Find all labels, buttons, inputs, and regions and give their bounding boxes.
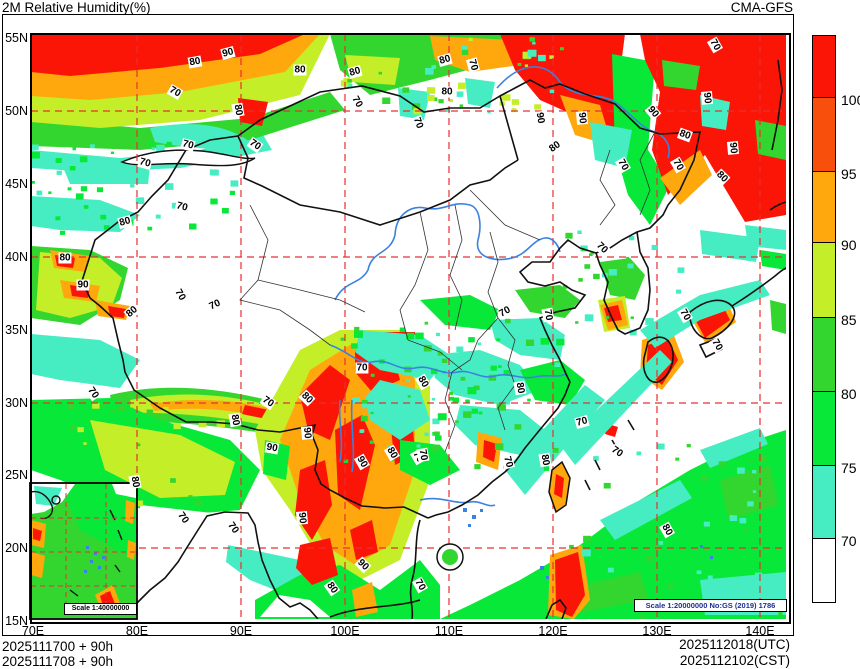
- contour-label: 90: [295, 510, 309, 526]
- contour-label: 80: [293, 64, 307, 76]
- x-tick-label: 120E: [538, 624, 568, 638]
- init-time-utc: 2025111700 + 90h: [2, 639, 113, 654]
- colorbar-boundary-label: 90: [841, 237, 857, 253]
- contour-label: 70: [355, 362, 369, 374]
- contour-label: 90: [575, 110, 589, 126]
- y-tick-label: 15N: [5, 614, 28, 628]
- colorbar-segment: [812, 97, 836, 172]
- map-scale-label: Scale 1:20000000 No:GS (2019) 1786: [634, 599, 787, 612]
- contour-label: 90: [264, 441, 280, 455]
- contour-label: 90: [700, 90, 714, 106]
- contour-label: 80: [440, 86, 454, 98]
- colorbar-boundary-label: 95: [841, 165, 857, 182]
- map-title: 2M Relative Humidity(%): [2, 0, 151, 15]
- colorbar-boundary-label: 70: [841, 533, 857, 549]
- model-name: CMA-GFS: [730, 0, 793, 15]
- y-tick-label: 45N: [5, 177, 28, 191]
- y-tick-label: 50N: [5, 104, 28, 118]
- colorbar: [812, 34, 836, 603]
- contour-label: 80: [538, 452, 552, 468]
- x-tick-label: 100E: [330, 624, 360, 638]
- colorbar-segment: [812, 391, 836, 466]
- contour-label: 80: [228, 412, 242, 428]
- contour-label: 80: [187, 55, 203, 69]
- contour-label: 70: [416, 447, 430, 463]
- x-tick-label: 110E: [434, 624, 464, 638]
- contour-label: 80: [513, 380, 527, 396]
- province-borders: [239, 131, 656, 453]
- y-tick-label: 25N: [5, 468, 28, 482]
- y-tick-label: 30N: [5, 396, 28, 410]
- colorbar-boundary-label: 100: [841, 92, 860, 108]
- colorbar-boundary-label: 85: [841, 311, 857, 328]
- colorbar-segment: [812, 538, 836, 603]
- contour-label: 70: [541, 307, 555, 323]
- y-tick-label: 20N: [5, 541, 28, 555]
- colorbar-segment: [812, 242, 836, 318]
- valid-time-cst: 2025112102(CST): [679, 653, 790, 668]
- inset-map: [29, 482, 138, 620]
- y-tick-label: 35N: [5, 323, 28, 337]
- contour-label: 90: [300, 425, 314, 441]
- y-tick-label: 40N: [5, 250, 28, 264]
- x-tick-label: 90E: [229, 624, 253, 638]
- colorbar-segment: [812, 170, 836, 244]
- x-tick-label: 80E: [125, 624, 149, 638]
- map-frame: [30, 33, 791, 624]
- y-tick-label: 55N: [5, 31, 28, 45]
- colorbar-segment: [812, 464, 836, 540]
- init-time-cst: 2025111708 + 90h: [2, 654, 113, 669]
- inset-scale-label: Scale 1:40000000: [64, 603, 137, 615]
- colorbar-segment: [812, 34, 836, 99]
- rivers: [329, 66, 670, 507]
- contour-label: 80: [231, 102, 245, 118]
- contour-label: 80: [128, 474, 142, 490]
- x-tick-label: 140E: [745, 624, 775, 638]
- contour-label: 90: [76, 279, 90, 291]
- valid-time-utc: 2025112018(UTC): [679, 637, 790, 652]
- colorbar-segment: [812, 316, 836, 393]
- outer-frame: [2, 14, 794, 636]
- contour-label: 90: [533, 110, 547, 126]
- x-tick-label: 70E: [21, 624, 45, 638]
- contour-label: 80: [58, 252, 72, 264]
- contour-label: 90: [726, 140, 740, 156]
- colorbar-boundary-label: 75: [841, 459, 857, 476]
- colorbar-boundary-label: 80: [841, 386, 857, 402]
- x-tick-label: 130E: [642, 624, 672, 638]
